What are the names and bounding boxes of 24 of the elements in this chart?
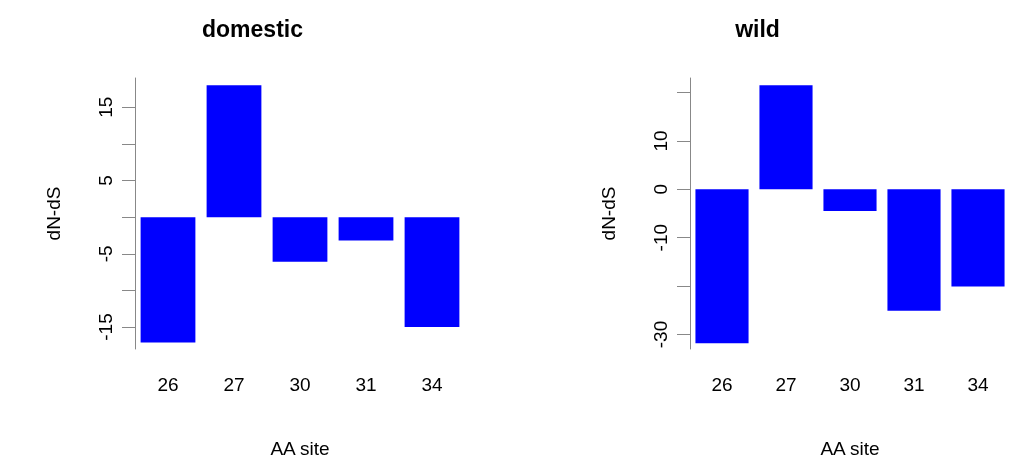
y-tick-label: 10 [650,130,671,152]
x-tick-label: 27 [775,374,797,395]
x-tick-label: 31 [355,374,377,395]
y-tick-label: -30 [650,320,671,349]
y-axis-title: dN-dS [43,186,64,241]
y-axis-title: dN-dS [598,186,619,241]
x-axis-title: AA site [820,438,880,459]
x-tick-label: 30 [289,374,311,395]
chart-title: wild [734,15,780,42]
x-tick-label: 34 [421,374,443,395]
x-tick-label: 26 [157,374,179,395]
y-tick-label: -10 [650,223,671,252]
chart-title: domestic [202,15,304,42]
y-tick-label: 0 [650,184,671,195]
x-axis-title: AA site [270,438,330,459]
x-tick-label: 27 [223,374,245,395]
x-tick-label: 31 [903,374,925,395]
y-tick-label: 15 [95,96,116,118]
x-tick-label: 30 [839,374,861,395]
x-tick-label: 34 [967,374,989,395]
y-tick-label: -5 [95,245,116,263]
x-tick-label: 26 [711,374,733,395]
y-tick-label: 5 [95,175,116,186]
y-tick-label: -15 [95,313,116,341]
